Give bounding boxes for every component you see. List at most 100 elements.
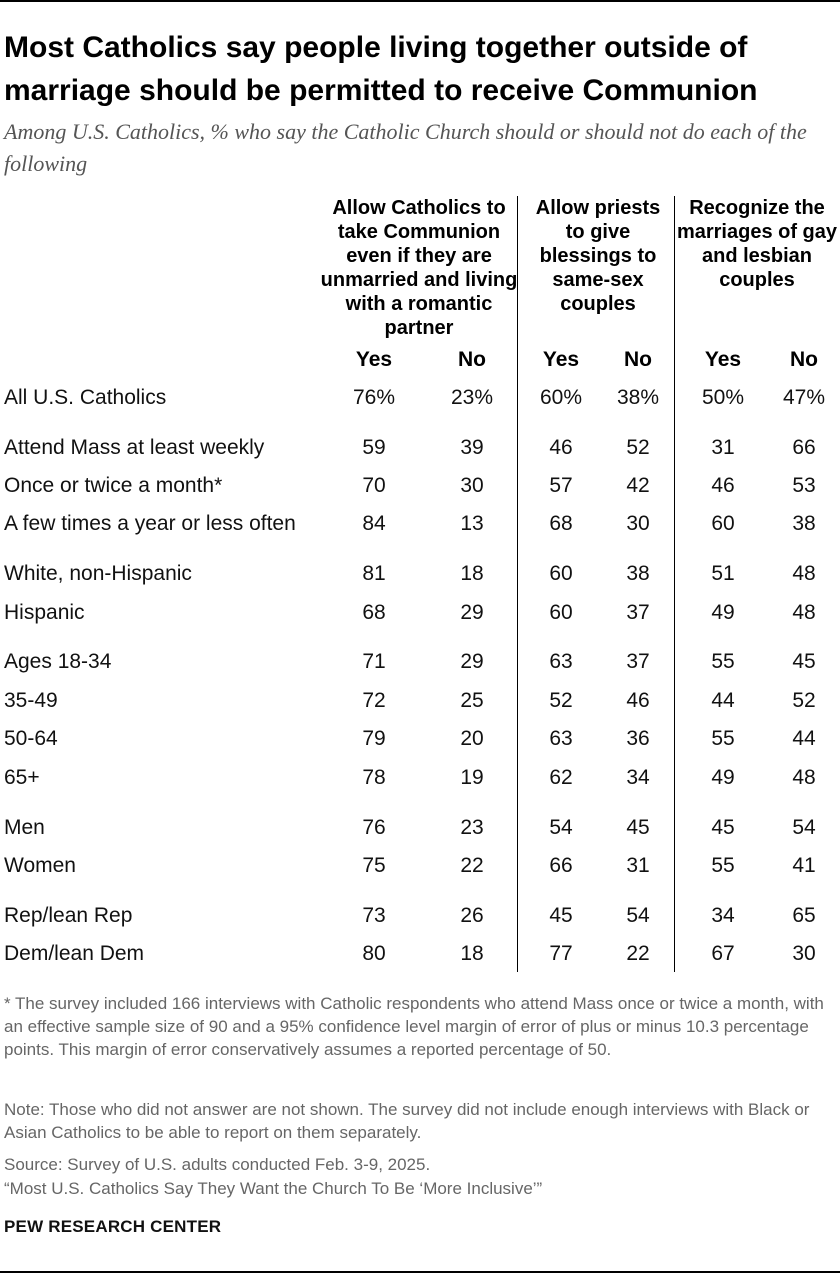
yes-value-cell: 60 xyxy=(549,562,573,585)
no-value-cell: 54 xyxy=(792,816,816,839)
no-value-cell: 30 xyxy=(460,474,484,497)
column-header-blessings: Allow priests to give blessings to same-… xyxy=(535,197,661,315)
table-row: White, non-Hispanic 81 18 60 38 51 48 xyxy=(0,559,840,589)
yes-value-cell: 52 xyxy=(549,689,573,712)
no-value-cell: 29 xyxy=(460,601,484,624)
row-label: Ages 18-34 xyxy=(4,650,112,673)
row-label: A few times a year or less often xyxy=(4,512,296,535)
no-value-cell: 38% xyxy=(616,386,660,409)
yes-value-cell: 75 xyxy=(362,854,386,877)
table-row: 35-49 72 25 52 46 44 52 xyxy=(0,686,840,716)
yes-value-cell: 76% xyxy=(352,386,396,409)
footnote-report-title: “Most U.S. Catholics Say They Want the C… xyxy=(4,1179,543,1198)
no-value-cell: 38 xyxy=(792,512,816,535)
row-label: Once or twice a month* xyxy=(4,474,223,497)
no-column-label: No xyxy=(790,348,818,371)
table-row: A few times a year or less often 84 13 68 30… xyxy=(0,509,840,539)
no-value-cell: 48 xyxy=(792,562,816,585)
table-row: Hispanic 68 29 60 37 49 48 xyxy=(0,598,840,628)
column-divider xyxy=(674,196,675,972)
yes-value-cell: 63 xyxy=(549,727,573,750)
yes-value-cell: 71 xyxy=(362,650,386,673)
no-value-cell: 38 xyxy=(626,562,650,585)
yes-value-cell: 63 xyxy=(549,650,573,673)
table-row: 65+ 78 19 62 34 49 48 xyxy=(0,763,840,793)
yes-value-cell: 54 xyxy=(549,816,573,839)
table-row: Men 76 23 54 45 45 54 xyxy=(0,813,840,843)
yes-value-cell: 46 xyxy=(711,474,735,497)
table-row: Once or twice a month* 70 30 57 42 46 53 xyxy=(0,471,840,501)
no-value-cell: 52 xyxy=(792,689,816,712)
no-value-cell: 45 xyxy=(792,650,816,673)
row-label: Women xyxy=(4,854,76,877)
no-column-label: No xyxy=(458,348,486,371)
table-row: Ages 18-34 71 29 63 37 55 45 xyxy=(0,647,840,677)
chart-title: Most Catholics say people living togethe… xyxy=(4,31,758,107)
yes-value-cell: 68 xyxy=(362,601,386,624)
yes-value-cell: 34 xyxy=(711,904,735,927)
row-label: Men xyxy=(4,816,45,839)
no-value-cell: 25 xyxy=(460,689,484,712)
table-row: 50-64 79 20 63 36 55 44 xyxy=(0,724,840,754)
yes-value-cell: 51 xyxy=(711,562,735,585)
no-value-cell: 41 xyxy=(792,854,816,877)
no-value-cell: 45 xyxy=(626,816,650,839)
yes-value-cell: 68 xyxy=(549,512,573,535)
yes-value-cell: 49 xyxy=(711,601,735,624)
yes-value-cell: 55 xyxy=(711,854,735,877)
table-row: Attend Mass at least weekly 59 39 46 52 31 66 xyxy=(0,433,840,463)
column-header-marriages: Recognize the marriages of gay and lesbi… xyxy=(676,197,838,291)
yes-value-cell: 60 xyxy=(711,512,735,535)
column-divider xyxy=(517,196,518,972)
yes-value-cell: 46 xyxy=(549,436,573,459)
footnote-note: Note: Those who did not answer are not s… xyxy=(4,1100,810,1142)
yes-value-cell: 44 xyxy=(711,689,735,712)
yes-value-cell: 60% xyxy=(539,386,583,409)
no-value-cell: 26 xyxy=(460,904,484,927)
table-row: Women 75 22 66 31 55 41 xyxy=(0,851,840,881)
no-value-cell: 37 xyxy=(626,601,650,624)
yes-value-cell: 55 xyxy=(711,727,735,750)
yes-value-cell: 73 xyxy=(362,904,386,927)
yes-value-cell: 49 xyxy=(711,766,735,789)
row-label: Attend Mass at least weekly xyxy=(4,436,265,459)
no-value-cell: 46 xyxy=(626,689,650,712)
yes-value-cell: 55 xyxy=(711,650,735,673)
row-label: Hispanic xyxy=(4,601,85,624)
yes-value-cell: 72 xyxy=(362,689,386,712)
no-value-cell: 19 xyxy=(460,766,484,789)
no-value-cell: 47% xyxy=(782,386,826,409)
chart-subtitle: Among U.S. Catholics, % who say the Cath… xyxy=(4,119,807,176)
yes-value-cell: 45 xyxy=(711,816,735,839)
no-value-cell: 23 xyxy=(460,816,484,839)
no-column-label: No xyxy=(624,348,652,371)
no-value-cell: 39 xyxy=(460,436,484,459)
yes-value-cell: 70 xyxy=(362,474,386,497)
no-value-cell: 36 xyxy=(626,727,650,750)
yes-value-cell: 78 xyxy=(362,766,386,789)
yes-value-cell: 77 xyxy=(549,942,573,965)
no-value-cell: 54 xyxy=(626,904,650,927)
yes-value-cell: 67 xyxy=(711,942,735,965)
yes-value-cell: 84 xyxy=(362,512,386,535)
table-row: Rep/lean Rep 73 26 45 54 34 65 xyxy=(0,901,840,931)
row-label: All U.S. Catholics xyxy=(4,386,167,409)
footnote-asterisk: * The survey included 166 interviews wit… xyxy=(4,994,824,1059)
table-row: All U.S. Catholics 76% 23% 60% 38% 50% 47% xyxy=(0,383,840,413)
no-value-cell: 20 xyxy=(460,727,484,750)
no-value-cell: 44 xyxy=(792,727,816,750)
no-value-cell: 48 xyxy=(792,601,816,624)
pew-research-center-logo: PEW RESEARCH CENTER xyxy=(4,1217,222,1236)
yes-value-cell: 60 xyxy=(549,601,573,624)
bottom-rule xyxy=(0,1271,840,1273)
row-label: Rep/lean Rep xyxy=(4,904,133,927)
yes-value-cell: 59 xyxy=(362,436,386,459)
yes-column-label: Yes xyxy=(704,348,742,371)
row-label: 35-49 xyxy=(4,689,58,712)
no-value-cell: 31 xyxy=(626,854,650,877)
no-value-cell: 22 xyxy=(460,854,484,877)
no-value-cell: 18 xyxy=(460,942,484,965)
yes-value-cell: 79 xyxy=(362,727,386,750)
no-value-cell: 29 xyxy=(460,650,484,673)
yes-value-cell: 76 xyxy=(362,816,386,839)
